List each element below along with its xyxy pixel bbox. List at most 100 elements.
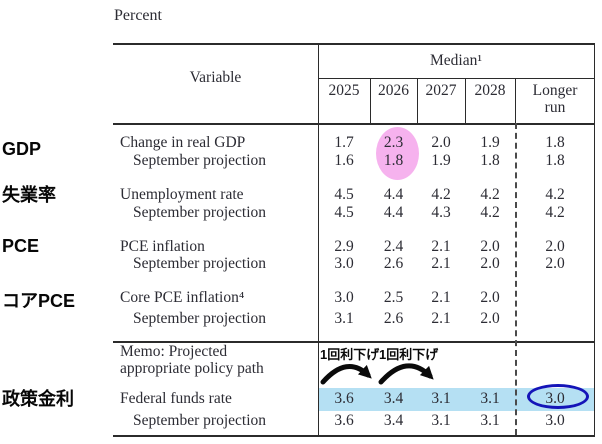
table-border-bottom bbox=[113, 435, 595, 437]
longer-run-dashed-separator bbox=[515, 123, 517, 435]
rate-cut-annotation-left: 1回利下げ bbox=[320, 347, 380, 362]
cell: 1.8 bbox=[383, 152, 404, 169]
row-label: September projection bbox=[133, 310, 266, 327]
year-separator-3 bbox=[465, 78, 466, 123]
cell: 2.6 bbox=[383, 310, 404, 327]
row-label: Change in real GDP bbox=[120, 134, 246, 151]
cell: 1.8 bbox=[545, 134, 565, 151]
table-border-right bbox=[594, 43, 595, 437]
table-row: September projection 3.6 3.4 3.1 3.1 3.0 bbox=[113, 412, 595, 430]
cell: 2.4 bbox=[383, 238, 404, 255]
table-row: PCE inflation 2.9 2.4 2.1 2.0 2.0 bbox=[113, 238, 595, 256]
cell: 2.3 bbox=[383, 134, 404, 151]
blue-circle-highlight bbox=[527, 384, 589, 409]
rate-cut-annotation-right: 1回利下げ bbox=[379, 347, 439, 362]
header-year-2026: 2026 bbox=[378, 82, 409, 99]
memo-separator bbox=[113, 341, 595, 343]
side-label-unemployment: 失業率 bbox=[2, 185, 56, 205]
cell: 3.1 bbox=[431, 412, 451, 429]
row-label: PCE inflation bbox=[120, 238, 205, 255]
cell: 3.1 bbox=[334, 310, 354, 327]
cell: 2.0 bbox=[480, 310, 500, 327]
row-label: September projection bbox=[133, 412, 266, 429]
row-label: September projection bbox=[133, 204, 266, 221]
cell: 2.0 bbox=[545, 255, 565, 272]
cell: 3.6 bbox=[334, 412, 354, 429]
cell: 1.7 bbox=[334, 134, 354, 151]
header-longer-run: Longer run bbox=[515, 82, 595, 116]
projections-table: Variable Median¹ 2025 2026 2027 2028 Lon… bbox=[113, 43, 597, 439]
row-label: Unemployment rate bbox=[120, 186, 244, 203]
side-label-core-pce: コアPCE bbox=[2, 291, 76, 311]
cell: 3.6 bbox=[334, 390, 354, 407]
memo-label-line1: Memo: Projected bbox=[120, 343, 228, 360]
pink-highlight-ellipse bbox=[376, 127, 419, 180]
cell: 4.5 bbox=[334, 186, 354, 203]
table-row: Change in real GDP 1.7 2.3 2.0 1.9 1.8 bbox=[113, 134, 595, 152]
cell: 2.0 bbox=[480, 255, 500, 272]
header-year-2027: 2027 bbox=[425, 82, 457, 99]
cell: 4.2 bbox=[431, 186, 451, 203]
cell: 2.1 bbox=[431, 310, 451, 327]
cell: 3.0 bbox=[334, 289, 354, 306]
row-label: Core PCE inflation⁴ bbox=[120, 289, 245, 306]
cell: 4.2 bbox=[545, 186, 565, 203]
median-underline bbox=[318, 78, 594, 79]
table-row: September projection 3.1 2.6 2.1 2.0 bbox=[113, 310, 595, 328]
table-row: September projection 1.6 1.8 1.9 1.8 1.8 bbox=[113, 152, 595, 170]
cell: 2.1 bbox=[431, 255, 451, 272]
row-label: September projection bbox=[133, 152, 266, 169]
year-separator-4 bbox=[515, 78, 516, 123]
cell: 4.3 bbox=[431, 204, 451, 221]
cell: 2.0 bbox=[480, 289, 500, 306]
table-row: September projection 4.5 4.4 4.3 4.2 4.2 bbox=[113, 204, 595, 222]
cell: 1.8 bbox=[545, 152, 565, 169]
cell: 2.6 bbox=[383, 255, 404, 272]
header-year-2028: 2028 bbox=[474, 82, 506, 99]
percent-caption: Percent bbox=[114, 7, 162, 24]
cell: 2.0 bbox=[545, 238, 565, 255]
cell: 4.2 bbox=[545, 204, 565, 221]
cell: 2.0 bbox=[480, 238, 500, 255]
cell: 3.0 bbox=[545, 412, 565, 429]
header-variable: Variable bbox=[189, 69, 242, 86]
cell: 1.6 bbox=[334, 152, 354, 169]
header-year-2025: 2025 bbox=[328, 82, 360, 99]
year-separator-2 bbox=[417, 78, 418, 123]
variable-column-separator bbox=[318, 43, 319, 437]
cell: 4.4 bbox=[383, 186, 404, 203]
header-longer-run-text: Longer run bbox=[532, 82, 578, 116]
blue-row-highlight bbox=[318, 388, 594, 411]
cell: 2.1 bbox=[431, 289, 451, 306]
cell: 2.5 bbox=[383, 289, 404, 306]
cell: 1.8 bbox=[480, 152, 500, 169]
side-label-gdp: GDP bbox=[2, 139, 42, 159]
table-row: Unemployment rate 4.5 4.4 4.2 4.2 4.2 bbox=[113, 186, 595, 204]
cell: 2.1 bbox=[431, 238, 451, 255]
year-separator-1 bbox=[370, 78, 371, 123]
cell: 1.9 bbox=[480, 134, 500, 151]
header-median: Median¹ bbox=[430, 52, 482, 69]
table-row: Core PCE inflation⁴ 3.0 2.5 2.1 2.0 bbox=[113, 289, 595, 307]
cell: 3.4 bbox=[383, 412, 404, 429]
cell: 3.1 bbox=[480, 412, 500, 429]
cell: 3.1 bbox=[431, 390, 451, 407]
cell: 3.0 bbox=[334, 255, 354, 272]
memo-row: Memo: Projected bbox=[113, 343, 595, 361]
cell: 4.2 bbox=[480, 204, 500, 221]
row-label: Federal funds rate bbox=[120, 390, 232, 407]
cell: 4.2 bbox=[480, 186, 500, 203]
table-border-top bbox=[113, 43, 595, 45]
memo-label-line2: appropriate policy path bbox=[120, 360, 264, 377]
cell: 3.4 bbox=[383, 390, 404, 407]
cell: 4.5 bbox=[334, 204, 354, 221]
table-row: September projection 3.0 2.6 2.1 2.0 2.0 bbox=[113, 255, 595, 273]
row-label: September projection bbox=[133, 255, 266, 272]
memo-row: appropriate policy path bbox=[113, 360, 595, 378]
header-separator bbox=[113, 123, 595, 125]
cell: 2.0 bbox=[431, 134, 451, 151]
rate-cut-arrows-icon bbox=[320, 363, 434, 385]
side-label-pce: PCE bbox=[2, 236, 40, 256]
cell: 4.4 bbox=[383, 204, 404, 221]
